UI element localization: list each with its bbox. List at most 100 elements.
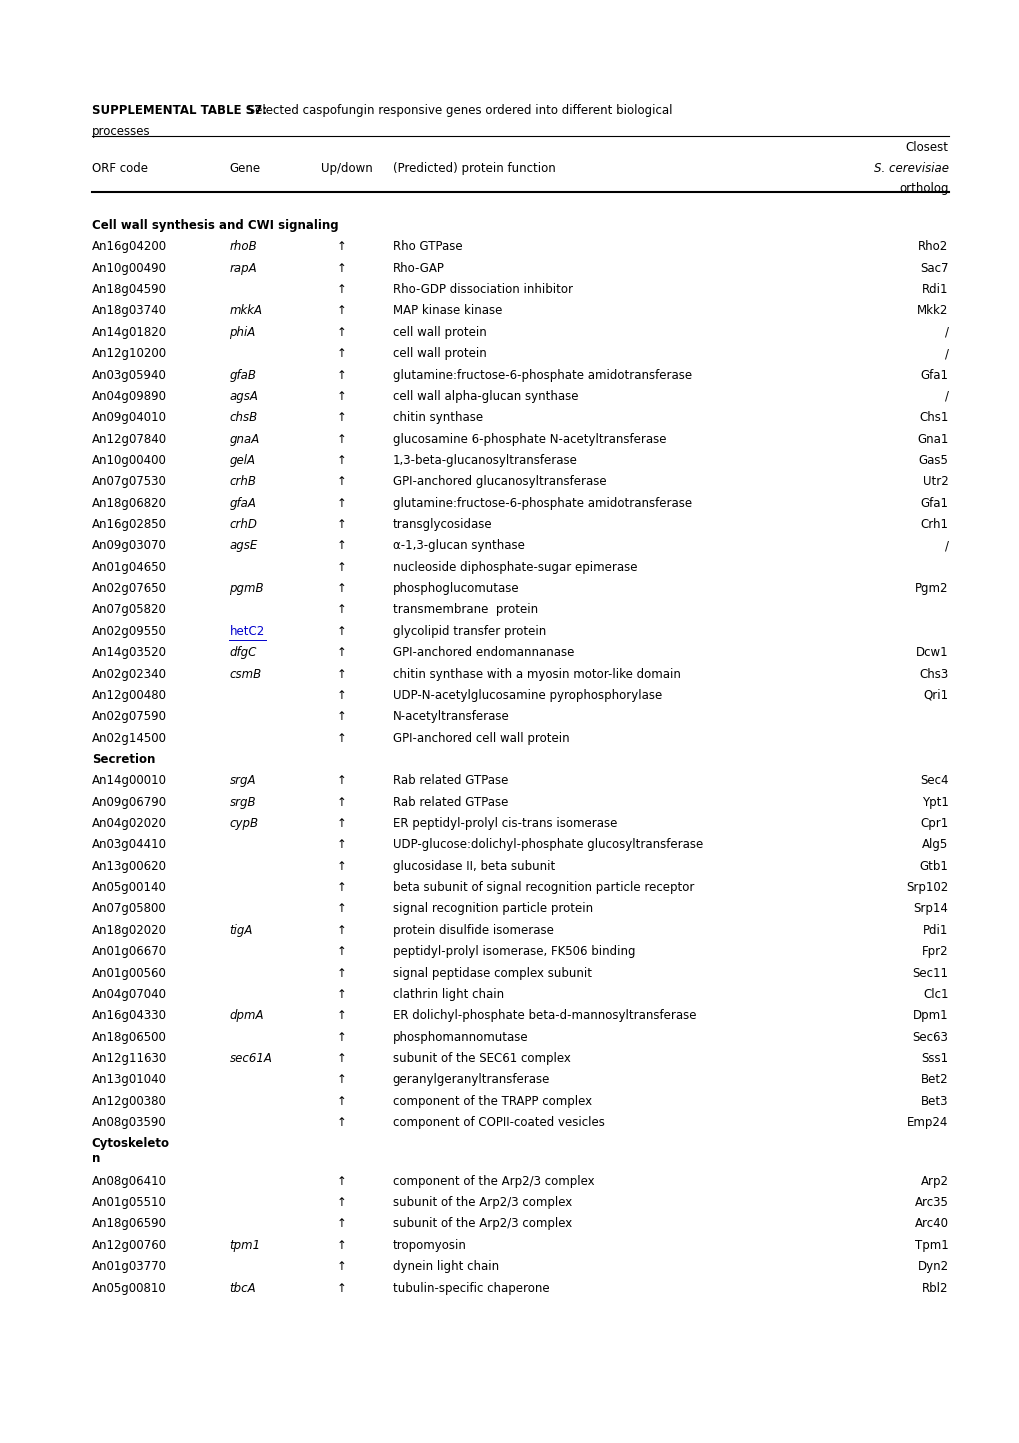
- Text: An13g01040: An13g01040: [92, 1074, 167, 1087]
- Text: ↑: ↑: [336, 817, 346, 830]
- Text: chsB: chsB: [229, 411, 258, 424]
- Text: ↑: ↑: [336, 882, 346, 895]
- Text: An02g14500: An02g14500: [92, 732, 167, 745]
- Text: dynein light chain: dynein light chain: [392, 1260, 498, 1273]
- Text: S. cerevisiae: S. cerevisiae: [872, 162, 948, 175]
- Text: An04g09890: An04g09890: [92, 390, 167, 403]
- Text: ↑: ↑: [336, 348, 346, 361]
- Text: An07g07530: An07g07530: [92, 475, 166, 488]
- Text: Bet3: Bet3: [920, 1095, 948, 1108]
- Text: ORF code: ORF code: [92, 162, 148, 175]
- Text: Rho-GDP dissociation inhibitor: Rho-GDP dissociation inhibitor: [392, 283, 572, 296]
- Text: An12g07840: An12g07840: [92, 433, 167, 446]
- Text: ↑: ↑: [336, 261, 346, 274]
- Text: ↑: ↑: [336, 1115, 346, 1128]
- Text: gnaA: gnaA: [229, 433, 260, 446]
- Text: An03g04410: An03g04410: [92, 838, 167, 851]
- Text: mkkA: mkkA: [229, 304, 262, 317]
- Text: phosphoglucomutase: phosphoglucomutase: [392, 582, 519, 595]
- Text: GPI-anchored endomannanase: GPI-anchored endomannanase: [392, 646, 574, 659]
- Text: chitin synthase with a myosin motor-like domain: chitin synthase with a myosin motor-like…: [392, 668, 680, 681]
- Text: clathrin light chain: clathrin light chain: [392, 988, 503, 1001]
- Text: ↑: ↑: [336, 1281, 346, 1294]
- Text: ↑: ↑: [336, 1260, 346, 1273]
- Text: ↑: ↑: [336, 924, 346, 937]
- Text: dfgC: dfgC: [229, 646, 257, 659]
- Text: cell wall protein: cell wall protein: [392, 348, 486, 361]
- Text: ↑: ↑: [336, 496, 346, 509]
- Text: Pgm2: Pgm2: [914, 582, 948, 595]
- Text: gfaA: gfaA: [229, 496, 256, 509]
- Text: Sec11: Sec11: [912, 967, 948, 980]
- Text: ↑: ↑: [336, 1030, 346, 1043]
- Text: An12g11630: An12g11630: [92, 1052, 167, 1065]
- Text: An09g04010: An09g04010: [92, 411, 167, 424]
- Text: Selected caspofungin responsive genes ordered into different biological: Selected caspofungin responsive genes or…: [244, 104, 672, 117]
- Text: ↑: ↑: [336, 603, 346, 616]
- Text: dpmA: dpmA: [229, 1009, 264, 1022]
- Text: ↑: ↑: [336, 475, 346, 488]
- Text: Bet2: Bet2: [920, 1074, 948, 1087]
- Text: 1,3-beta-glucanosyltransferase: 1,3-beta-glucanosyltransferase: [392, 455, 577, 468]
- Text: subunit of the SEC61 complex: subunit of the SEC61 complex: [392, 1052, 570, 1065]
- Text: processes: processes: [92, 124, 150, 139]
- Text: ↑: ↑: [336, 326, 346, 339]
- Text: gfaB: gfaB: [229, 368, 256, 381]
- Text: subunit of the Arp2/3 complex: subunit of the Arp2/3 complex: [392, 1196, 572, 1209]
- Text: An18g06820: An18g06820: [92, 496, 167, 509]
- Text: Rho GTPase: Rho GTPase: [392, 241, 462, 254]
- Text: Srp102: Srp102: [906, 882, 948, 895]
- Text: ER peptidyl-prolyl cis-trans isomerase: ER peptidyl-prolyl cis-trans isomerase: [392, 817, 616, 830]
- Text: glucosidase II, beta subunit: glucosidase II, beta subunit: [392, 860, 554, 873]
- Text: srgB: srgB: [229, 795, 256, 808]
- Text: An09g06790: An09g06790: [92, 795, 167, 808]
- Text: sec61A: sec61A: [229, 1052, 272, 1065]
- Text: cell wall alpha-glucan synthase: cell wall alpha-glucan synthase: [392, 390, 578, 403]
- Text: An09g03070: An09g03070: [92, 540, 166, 553]
- Text: An07g05820: An07g05820: [92, 603, 166, 616]
- Text: geranylgeranyltransferase: geranylgeranyltransferase: [392, 1074, 549, 1087]
- Text: Closest: Closest: [905, 141, 948, 154]
- Text: An12g00480: An12g00480: [92, 688, 167, 701]
- Text: glucosamine 6-phosphate N-acetyltransferase: glucosamine 6-phosphate N-acetyltransfer…: [392, 433, 665, 446]
- Text: ↑: ↑: [336, 775, 346, 788]
- Text: An18g06500: An18g06500: [92, 1030, 166, 1043]
- Text: (Predicted) protein function: (Predicted) protein function: [392, 162, 555, 175]
- Text: An04g07040: An04g07040: [92, 988, 167, 1001]
- Text: An01g06670: An01g06670: [92, 945, 167, 958]
- Text: An02g07590: An02g07590: [92, 710, 167, 723]
- Text: crhD: crhD: [229, 518, 257, 531]
- Text: Cell wall synthesis and CWI signaling: Cell wall synthesis and CWI signaling: [92, 219, 338, 232]
- Text: ↑: ↑: [336, 283, 346, 296]
- Text: glycolipid transfer protein: glycolipid transfer protein: [392, 625, 545, 638]
- Text: An04g02020: An04g02020: [92, 817, 167, 830]
- Text: /: /: [944, 390, 948, 403]
- Text: component of the Arp2/3 complex: component of the Arp2/3 complex: [392, 1175, 594, 1188]
- Text: An01g05510: An01g05510: [92, 1196, 166, 1209]
- Text: ortholog: ortholog: [898, 182, 948, 195]
- Text: Mkk2: Mkk2: [916, 304, 948, 317]
- Text: Sss1: Sss1: [920, 1052, 948, 1065]
- Text: /: /: [944, 348, 948, 361]
- Text: ↑: ↑: [336, 1218, 346, 1231]
- Text: An10g00400: An10g00400: [92, 455, 166, 468]
- Text: Fpr2: Fpr2: [921, 945, 948, 958]
- Text: ER dolichyl-phosphate beta-d-mannosyltransferase: ER dolichyl-phosphate beta-d-mannosyltra…: [392, 1009, 696, 1022]
- Text: protein disulfide isomerase: protein disulfide isomerase: [392, 924, 553, 937]
- Text: An12g00760: An12g00760: [92, 1240, 167, 1253]
- Text: GPI-anchored cell wall protein: GPI-anchored cell wall protein: [392, 732, 569, 745]
- Text: Gas5: Gas5: [918, 455, 948, 468]
- Text: component of the TRAPP complex: component of the TRAPP complex: [392, 1095, 591, 1108]
- Text: ↑: ↑: [336, 732, 346, 745]
- Text: srgA: srgA: [229, 775, 256, 788]
- Text: An14g03520: An14g03520: [92, 646, 167, 659]
- Text: An14g01820: An14g01820: [92, 326, 167, 339]
- Text: agsE: agsE: [229, 540, 258, 553]
- Text: An14g00010: An14g00010: [92, 775, 167, 788]
- Text: Chs1: Chs1: [918, 411, 948, 424]
- Text: Qri1: Qri1: [922, 688, 948, 701]
- Text: ↑: ↑: [336, 860, 346, 873]
- Text: rhoB: rhoB: [229, 241, 257, 254]
- Text: hetC2: hetC2: [229, 625, 265, 638]
- Text: Cytoskeleto
n: Cytoskeleto n: [92, 1137, 169, 1166]
